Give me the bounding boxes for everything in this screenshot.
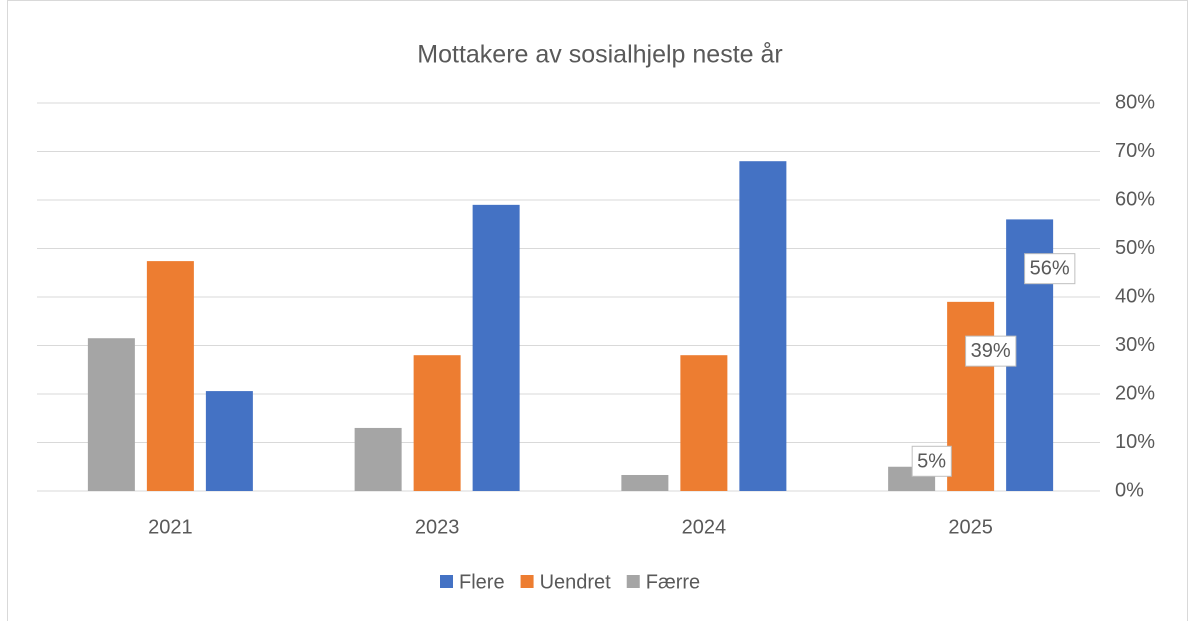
bar <box>947 301 995 491</box>
chart-title: Mottakere av sosialhjelp neste år <box>417 41 782 69</box>
y-tick-label: 0% <box>1115 479 1144 501</box>
legend-label: Flere <box>459 571 505 593</box>
legend-swatch <box>520 575 534 588</box>
y-tick-label: 20% <box>1115 382 1155 404</box>
x-tick-label: 2024 <box>682 516 727 538</box>
bar <box>739 161 787 491</box>
y-tick-label: 70% <box>1115 140 1155 162</box>
bar <box>354 427 402 491</box>
y-tick-label: 60% <box>1115 188 1155 210</box>
data-label: 5% <box>917 450 946 472</box>
x-tick-label: 2025 <box>948 516 993 538</box>
y-tick-label: 50% <box>1115 237 1155 259</box>
bar <box>413 355 461 491</box>
x-tick-label: 2021 <box>148 516 193 538</box>
bar <box>680 355 728 491</box>
legend-label: Færre <box>646 571 700 593</box>
data-label-box <box>911 445 952 477</box>
y-tick-label: 10% <box>1115 431 1155 453</box>
x-tick-label: 2023 <box>415 516 460 538</box>
y-tick-label: 30% <box>1115 334 1155 356</box>
bar <box>621 474 669 491</box>
bar <box>146 261 194 491</box>
legend-swatch <box>440 575 453 588</box>
data-label-box <box>1024 253 1076 285</box>
legend-label: Uendret <box>540 571 612 593</box>
data-label-box <box>965 335 1017 367</box>
legend-swatch <box>626 575 640 588</box>
bar <box>87 338 135 491</box>
y-tick-label: 40% <box>1115 285 1155 307</box>
bar <box>205 391 253 491</box>
data-label: 56% <box>1030 258 1070 280</box>
data-label: 39% <box>971 340 1011 362</box>
y-tick-label: 80% <box>1115 91 1155 113</box>
bar <box>472 204 520 491</box>
